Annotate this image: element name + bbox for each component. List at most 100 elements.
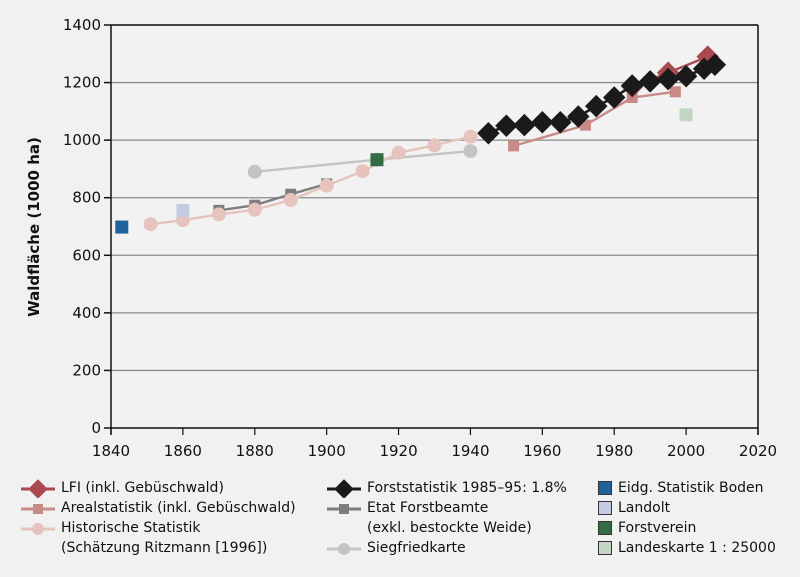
data-point: [656, 67, 680, 91]
legend-symbol: [21, 479, 55, 498]
legend-label: Forstverein: [618, 520, 697, 536]
legend-item: LFI (inkl. Gebüschwald): [21, 478, 224, 498]
gridlines: [111, 24, 758, 428]
legend-label: LFI (inkl. Gebüschwald): [61, 480, 224, 496]
chart-canvas: 0 200 400 600 800 1000 1200 1400 1840 1860 1880 190…: [25, 16, 777, 460]
legend-marker: [339, 504, 349, 514]
legend-symbol: [21, 523, 55, 535]
data-point: [463, 129, 478, 144]
data-point: [674, 64, 698, 88]
legend-marker: [338, 543, 350, 555]
data-point: [319, 178, 334, 193]
data-point: [669, 86, 681, 98]
y-tick-label: 0: [91, 419, 101, 437]
y-tick-label: 1200: [63, 74, 101, 92]
x-tick-label: 1840: [92, 442, 130, 460]
plot-area: [111, 25, 758, 428]
legend-item: Siegfriedkarte: [327, 538, 466, 558]
data-point: [638, 70, 662, 93]
tick-labels: 0 200 400 600 800 1000 1200 1400 1840 1860 1880 190…: [63, 16, 777, 460]
series-forstverein: [370, 153, 384, 167]
x-tick-label: 1960: [523, 442, 561, 460]
data-point: [477, 121, 500, 145]
data-point: [391, 145, 406, 160]
data-point: [579, 119, 591, 131]
legend-item: Landeskarte 1 : 25000: [598, 538, 776, 558]
legend-label: Historische Statistik (Schätzung Ritzman…: [61, 520, 268, 556]
legend-label: Forststatistik 1985–95: 1.8%: [367, 480, 567, 496]
y-tick-label: 200: [72, 361, 101, 379]
data-point: [585, 94, 608, 118]
legend-label: Siegfriedkarte: [367, 540, 466, 556]
data-point: [355, 164, 370, 179]
legend-symbol: [327, 504, 361, 514]
x-tick-label: 1980: [595, 442, 633, 460]
x-tick-label: 2000: [667, 442, 705, 460]
series-layer: [115, 45, 727, 234]
data-point: [495, 114, 518, 137]
x-tick-label: 2020: [739, 442, 777, 460]
data-point: [370, 153, 384, 167]
legend-item: Arealstatistik (inkl. Gebüschwald): [21, 498, 296, 518]
y-tick-label: 400: [72, 304, 101, 322]
legend-marker: [33, 504, 43, 514]
legend-item: Eidg. Statistik Boden: [598, 478, 764, 498]
legend-item: Forststatistik 1985–95: 1.8%: [327, 478, 567, 498]
data-point: [549, 111, 572, 134]
data-point: [143, 217, 158, 232]
data-point: [703, 53, 727, 76]
legend-label: Eidg. Statistik Boden: [618, 480, 764, 496]
x-tick-label: 1940: [451, 442, 489, 460]
data-point: [531, 111, 554, 134]
legend-label: Landeskarte 1 : 25000: [618, 540, 776, 556]
legend-symbol: [21, 504, 55, 514]
legend-item: Historische Statistik (Schätzung Ritzman…: [21, 518, 267, 558]
y-tick-label: 800: [72, 189, 101, 207]
legend-swatch: [598, 521, 612, 535]
data-point: [247, 164, 262, 179]
legend-label: Landolt: [618, 500, 671, 516]
legend-marker: [32, 523, 44, 535]
axes: [104, 24, 759, 435]
series-line: [513, 90, 676, 148]
data-point: [679, 108, 693, 122]
data-point: [247, 202, 262, 217]
legend: LFI (inkl. Gebüschwald) Arealstatistik (i…: [0, 478, 800, 577]
data-point: [115, 220, 129, 234]
y-tick-label: 1000: [63, 131, 101, 149]
data-point: [211, 207, 226, 222]
y-axis-title: Waldfläche (1000 ha): [25, 137, 43, 317]
data-point: [508, 140, 520, 152]
series-eidg-statistik-boden: [115, 220, 129, 234]
legend-swatch: [598, 501, 612, 515]
legend-marker: [334, 479, 354, 498]
data-point: [602, 86, 626, 109]
series-forststatistik-1985-95-1-8: [477, 53, 727, 145]
legend-item: Forstverein: [598, 518, 696, 538]
data-point: [620, 74, 644, 97]
y-tick-label: 1400: [63, 16, 101, 34]
legend-swatch: [598, 481, 612, 495]
x-tick-label: 1860: [164, 442, 202, 460]
data-point: [692, 57, 716, 81]
series-landeskarte-1-25000: [679, 108, 693, 122]
legend-label: Arealstatistik (inkl. Gebüschwald): [61, 500, 296, 516]
legend-item: Etat Forstbeamte (exkl. bestockte Weide): [327, 498, 532, 538]
data-point: [463, 144, 478, 159]
x-tick-label: 1920: [379, 442, 417, 460]
data-point: [427, 138, 442, 153]
legend-symbol: [327, 543, 361, 555]
series-line: [218, 182, 327, 212]
legend-label: Etat Forstbeamte (exkl. bestockte Weide): [367, 500, 532, 536]
x-tick-label: 1880: [236, 442, 274, 460]
data-point: [176, 203, 190, 217]
data-point: [567, 105, 590, 128]
legend-item: Landolt: [598, 498, 670, 518]
x-tick-label: 1900: [308, 442, 346, 460]
y-tick-label: 600: [72, 246, 101, 264]
legend-marker: [28, 479, 48, 498]
series-landolt: [176, 203, 190, 217]
data-point: [513, 113, 536, 137]
series-line: [150, 135, 471, 226]
legend-symbol: [327, 479, 361, 498]
